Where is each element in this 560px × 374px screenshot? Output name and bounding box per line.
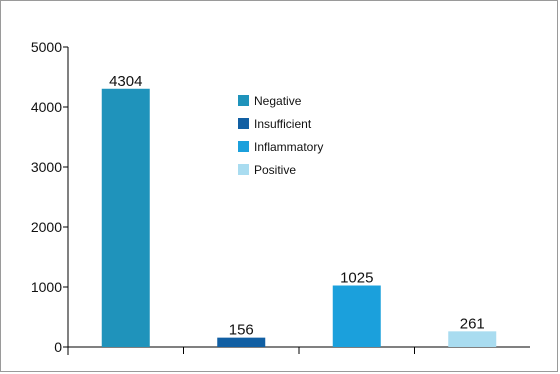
bar-inflammatory: [332, 285, 381, 347]
y-tick-label: 4000: [31, 99, 62, 115]
data-label: 4304: [109, 73, 142, 90]
legend-swatch: [238, 141, 249, 152]
legend-swatch: [238, 118, 249, 129]
bar-negative: [101, 88, 150, 347]
data-label: 1025: [340, 270, 373, 287]
legend-label-positive: Positive: [254, 163, 296, 177]
y-tick-label: 1000: [31, 279, 62, 295]
legend-label-inflammatory: Inflammatory: [254, 140, 323, 154]
legend-label-insufficient: Insufficient: [254, 117, 312, 131]
bar-positive: [448, 331, 497, 347]
legend-label-negative: Negative: [254, 94, 302, 108]
data-label: 261: [460, 315, 485, 332]
legend-swatch: [238, 164, 249, 175]
y-tick-label: 3000: [31, 159, 62, 175]
bar-insufficient: [217, 337, 266, 347]
y-tick-label: 2000: [31, 219, 62, 235]
data-label: 156: [229, 322, 254, 339]
legend-swatch: [238, 95, 249, 106]
y-tick-label: 5000: [31, 39, 62, 55]
y-tick-label: 0: [54, 339, 62, 355]
